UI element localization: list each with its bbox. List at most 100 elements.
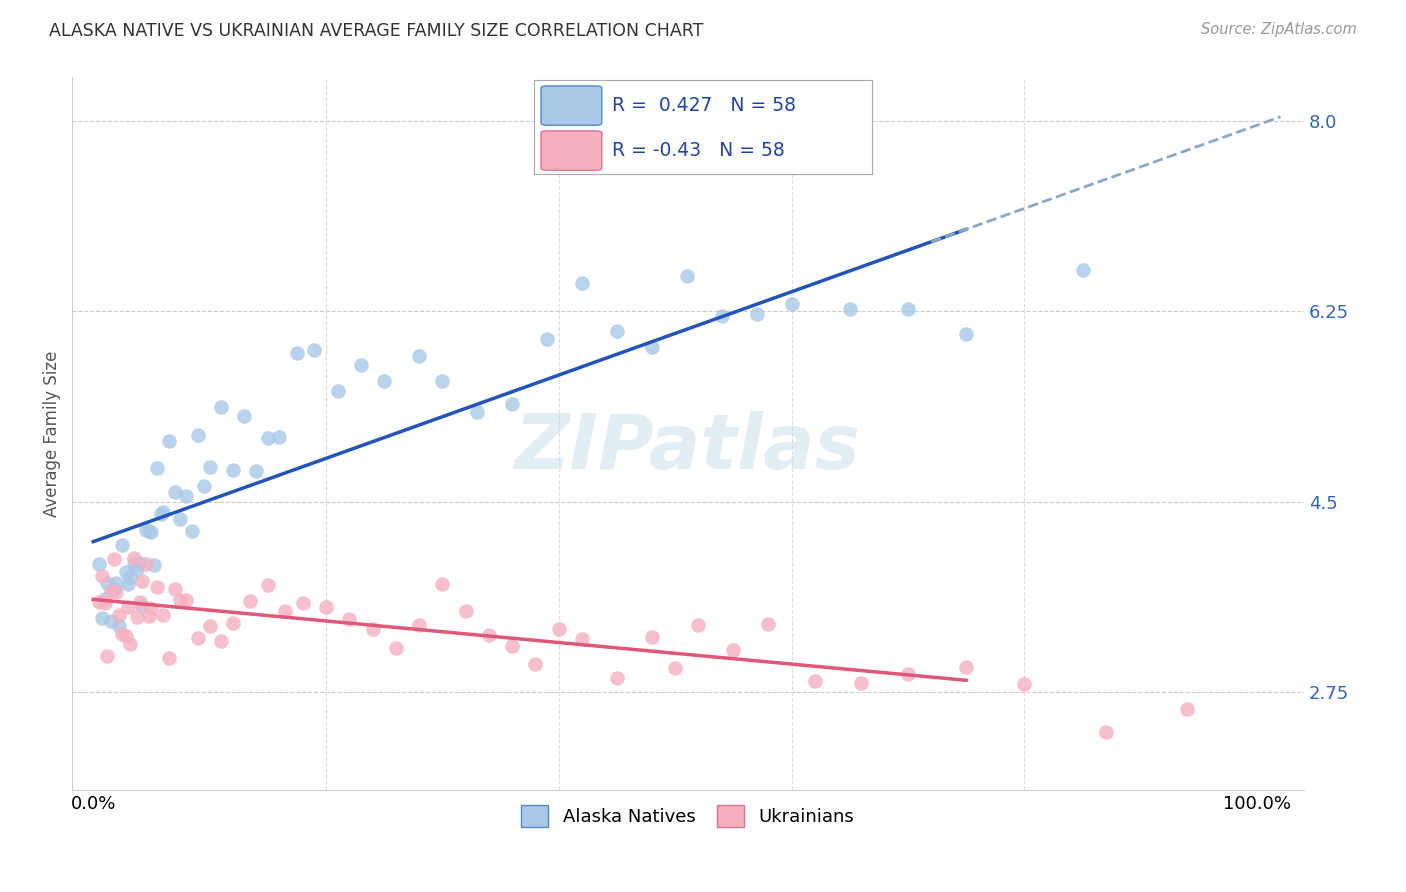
- Point: [804, 674, 827, 689]
- Point: [122, 557, 145, 571]
- Point: [432, 374, 454, 388]
- Point: [96, 576, 118, 591]
- Point: [851, 675, 873, 690]
- Point: [291, 596, 314, 610]
- Point: [111, 626, 134, 640]
- Point: [198, 619, 221, 633]
- Point: [256, 578, 278, 592]
- Point: [120, 637, 142, 651]
- Point: [256, 431, 278, 445]
- Point: [274, 604, 297, 618]
- Point: [135, 523, 157, 537]
- Point: [122, 551, 145, 566]
- Point: [337, 612, 360, 626]
- Point: [128, 595, 150, 609]
- Point: [87, 558, 110, 572]
- Point: [641, 340, 664, 354]
- Point: [897, 301, 920, 316]
- Point: [91, 569, 114, 583]
- Point: [209, 633, 232, 648]
- Point: [361, 622, 384, 636]
- Point: [408, 617, 430, 632]
- Point: [326, 384, 349, 398]
- Y-axis label: Average Family Size: Average Family Size: [44, 351, 60, 516]
- Point: [606, 671, 628, 685]
- Point: [138, 524, 160, 538]
- FancyBboxPatch shape: [541, 131, 602, 170]
- Point: [120, 570, 142, 584]
- Point: [138, 608, 160, 623]
- Point: [315, 600, 337, 615]
- Point: [142, 558, 165, 572]
- Point: [745, 307, 768, 321]
- Point: [91, 610, 114, 624]
- Point: [152, 505, 174, 519]
- Point: [571, 276, 593, 290]
- Point: [373, 375, 395, 389]
- Point: [536, 332, 558, 346]
- Point: [146, 460, 169, 475]
- Point: [547, 622, 569, 636]
- Point: [955, 659, 977, 673]
- Point: [304, 343, 326, 358]
- Point: [897, 667, 920, 681]
- Point: [117, 577, 139, 591]
- Point: [524, 657, 547, 671]
- Point: [127, 610, 149, 624]
- Point: [96, 648, 118, 663]
- Point: [141, 525, 163, 540]
- FancyBboxPatch shape: [541, 86, 602, 125]
- Point: [222, 463, 245, 477]
- Point: [103, 582, 125, 596]
- Point: [169, 593, 191, 607]
- Point: [117, 599, 139, 614]
- Point: [176, 593, 198, 607]
- Text: R =  0.427   N = 58: R = 0.427 N = 58: [612, 96, 796, 115]
- Text: ZIPatlas: ZIPatlas: [515, 411, 860, 485]
- Point: [233, 409, 256, 424]
- Point: [169, 512, 191, 526]
- Point: [131, 599, 153, 614]
- Point: [94, 591, 117, 606]
- Point: [664, 660, 686, 674]
- Point: [127, 561, 149, 575]
- Point: [756, 616, 779, 631]
- Point: [465, 405, 488, 419]
- Point: [222, 615, 245, 630]
- Point: [675, 268, 697, 283]
- Point: [209, 401, 232, 415]
- Point: [432, 576, 454, 591]
- Point: [105, 576, 128, 591]
- Point: [100, 584, 122, 599]
- Point: [385, 641, 408, 656]
- Point: [955, 326, 977, 341]
- Point: [157, 651, 180, 665]
- Point: [641, 630, 664, 644]
- Point: [163, 485, 186, 500]
- Point: [269, 429, 291, 443]
- Point: [350, 358, 373, 372]
- Point: [501, 639, 523, 653]
- Text: Source: ZipAtlas.com: Source: ZipAtlas.com: [1201, 22, 1357, 37]
- Point: [114, 629, 136, 643]
- Point: [1095, 725, 1118, 739]
- Point: [571, 632, 593, 647]
- Point: [606, 324, 628, 338]
- Point: [152, 608, 174, 623]
- Point: [146, 581, 169, 595]
- Point: [87, 595, 110, 609]
- Point: [285, 346, 308, 360]
- Point: [105, 585, 128, 599]
- Text: R = -0.43   N = 58: R = -0.43 N = 58: [612, 141, 785, 160]
- Point: [157, 434, 180, 448]
- Point: [163, 582, 186, 597]
- Legend: Alaska Natives, Ukrainians: Alaska Natives, Ukrainians: [515, 797, 862, 834]
- Point: [501, 397, 523, 411]
- Point: [94, 596, 117, 610]
- Point: [1014, 677, 1036, 691]
- Point: [111, 538, 134, 552]
- Point: [198, 460, 221, 475]
- Point: [1175, 702, 1198, 716]
- Point: [239, 594, 262, 608]
- Point: [107, 618, 129, 632]
